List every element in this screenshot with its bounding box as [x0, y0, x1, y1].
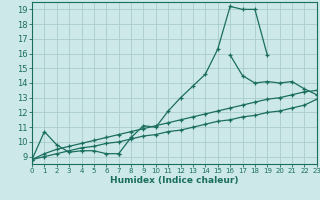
X-axis label: Humidex (Indice chaleur): Humidex (Indice chaleur): [110, 176, 239, 185]
